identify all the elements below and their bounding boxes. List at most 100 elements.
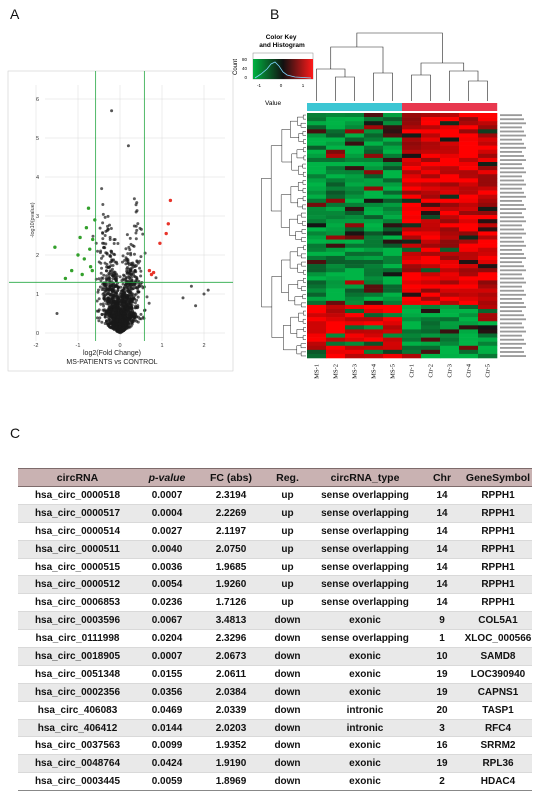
heatmap-cell [345,215,365,220]
volcano-point [132,319,136,323]
row-dendrogram-branch [303,245,306,251]
heatmap-cell [402,333,422,338]
heatmap-cell [402,113,422,118]
heatmap-cell [478,129,498,134]
volcano-point [124,283,128,287]
table-cell: SRRM2 [464,736,532,756]
row-dendrogram-branch [301,212,306,218]
heatmap-cell [307,133,327,138]
volcano-point [125,257,129,261]
heatmap-cell [440,284,460,289]
heatmap-cell [326,125,346,130]
sample-group-cell [326,103,346,111]
heatmap-cell [345,145,365,151]
volcano-plot: -2 -1 0 1 2 0 1 2 3 4 5 6 -log10(pvalue) log2(Fold … [7,70,234,372]
heatmap-cell [326,157,346,163]
heatmap-cell [345,129,365,134]
table-cell: exonic [310,647,420,666]
volcano-points [53,109,210,335]
heatmap-cell [326,117,346,122]
heatmap-cell [440,145,460,151]
heatmap-cell [326,137,346,142]
heatmap-cell [364,325,384,330]
heatmap-cell [326,353,346,359]
sample-group-cell [383,103,403,111]
volcano-point [94,241,98,245]
volcano-point [105,229,109,233]
table-cell: hsa_circ_0048764 [18,754,137,774]
heatmap-cell [440,202,460,208]
heatmap-cell [402,255,422,261]
volcano-point [112,294,116,298]
volcano-point [103,234,107,238]
heatmap-cell [478,276,498,281]
volcano-point [95,316,99,320]
volcano-point [120,301,124,305]
volcano-point-down [88,247,92,251]
table-cell: intronic [310,701,420,720]
column-dendrogram-branch [449,70,479,101]
table-cell: 14 [420,593,464,613]
row-dendrogram-branch [302,196,306,202]
heatmap-cell [307,349,327,355]
heatmap-cell [402,300,422,306]
heatmap-cell [345,321,365,326]
table-row: hsa_circ_0000514 0.0027 2.1197 up sense over… [18,522,532,541]
heatmap-cell [307,345,327,351]
heatmap-cell [440,349,460,355]
heatmap-cell [307,157,327,163]
heatmap-cell [440,223,460,228]
heatmap-row-label-mark [500,228,524,231]
heatmap-cell [364,341,384,347]
row-dendrogram-branch [297,247,304,257]
heatmap-cell [421,174,441,179]
heatmap-row-label-mark [500,257,526,259]
sample-group-cell [440,103,460,111]
table-column-header: GeneSymbol [464,468,532,487]
volcano-point [112,238,116,242]
volcano-point [117,308,121,312]
heatmap-cell [345,206,365,212]
heatmap-cell [459,268,479,273]
volcano-point [122,308,126,312]
table-cell: 0.0099 [137,736,197,756]
table-cell: 10 [420,647,464,666]
heatmap-cell [326,219,346,224]
table-cell: RFC4 [464,719,532,738]
heatmap-cell [402,247,422,253]
heatmap-cell [345,333,365,338]
table-cell: RPPH1 [464,486,532,505]
table-row: hsa_circ_0000511 0.0040 2.0750 up sense over… [18,540,532,559]
heatmap-cell [421,288,441,293]
heatmap-cell [307,247,327,253]
heatmap-cell [364,292,384,298]
heatmap-cell [364,276,384,281]
heatmap-cell [459,125,479,130]
heatmap-cell [307,337,327,342]
color-key-count-tick: 40 [242,66,248,71]
heatmap-cell [364,141,384,146]
heatmap-row-label-mark [500,150,522,153]
heatmap-cell [383,153,403,159]
heatmap-cell [307,276,327,281]
heatmap-cell [478,170,498,175]
heatmap-cell [421,149,441,155]
heatmap-cell [402,141,422,146]
table-cell: 0.0067 [137,611,197,631]
heatmap-cell [478,194,498,200]
heatmap-cell [364,264,384,269]
heatmap-cell [307,304,327,310]
volcano-point [136,304,140,308]
heatmap-row-label-mark [500,122,526,125]
heatmap-cell [326,166,346,171]
row-dendrogram-branch [303,269,306,275]
heatmap-cell [402,329,422,334]
heatmap-cell [440,206,460,212]
row-dendrogram-branch [300,122,306,128]
volcano-point [125,275,129,279]
heatmap-row-label-mark [500,167,524,170]
heatmap-cell [478,190,498,195]
heatmap-row-label-mark [500,322,522,325]
heatmap-cell [402,227,422,232]
table-cell: sense overlapping [310,629,420,649]
